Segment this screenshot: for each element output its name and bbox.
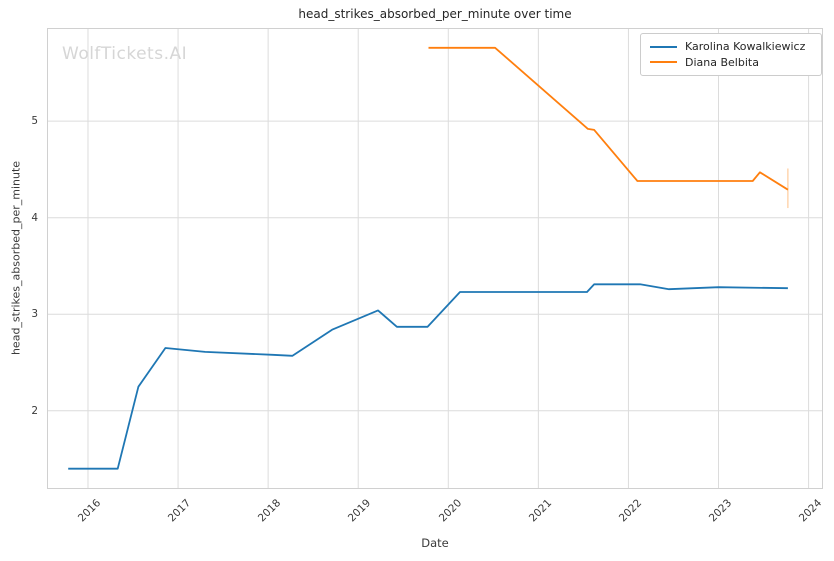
legend-entry: Karolina Kowalkiewicz [650,40,812,53]
legend-label: Diana Belbita [685,55,759,69]
plot-area [47,28,823,489]
legend-entry: Diana Belbita [650,56,812,69]
x-tick-label: 2022 [616,497,644,525]
plot-svg [47,28,823,489]
x-axis-label: Date [421,536,449,550]
legend-line-icon [650,45,677,48]
legend-label: Karolina Kowalkiewicz [685,40,806,54]
series-line-1 [428,46,789,191]
legend-line-icon [650,61,677,64]
x-tick-label: 2017 [166,497,194,525]
x-tick-label: 2024 [796,497,825,525]
chart-title: head_strikes_absorbed_per_minute over ti… [298,7,572,21]
plot-border [47,28,823,489]
y-tick-label: 5 [31,115,38,128]
x-tick-label: 2023 [706,497,735,525]
series-line-0 [68,283,788,470]
x-tick-label: 2018 [256,497,284,525]
y-axis-label: head_strikes_absorbed_per_minute [9,160,23,356]
legend: Karolina Kowalkiewicz Diana Belbita [640,33,822,76]
x-tick-label: 2020 [436,497,464,525]
x-tick-label: 2019 [346,497,374,525]
y-tick-label: 4 [31,211,38,224]
x-tick-label: 2021 [526,497,554,525]
y-tick-label: 3 [31,308,38,321]
watermark: WolfTickets.AI [62,44,188,64]
y-tick-label: 2 [31,404,38,417]
x-tick-label: 2016 [76,497,104,525]
